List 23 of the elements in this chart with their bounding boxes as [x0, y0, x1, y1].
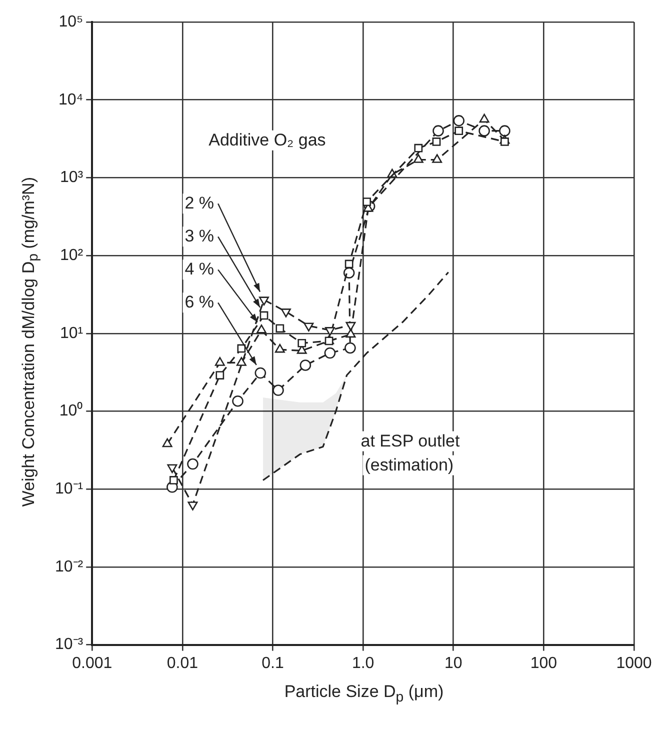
legend-title: Additive O₂ gas: [208, 130, 326, 150]
y-tick-label: 10⁻³: [55, 636, 84, 654]
y-tick-label: 10⁻²: [55, 558, 84, 576]
y-tick-label: 10⁵: [58, 13, 84, 30]
text: 6 %: [184, 292, 214, 312]
x-tick-label: 100: [530, 654, 558, 672]
x-tick-label: 0.01: [166, 654, 198, 672]
series-label: at ESP outlet (estimation): [360, 431, 460, 474]
text: 3 %: [184, 226, 214, 246]
x-tick-label: 10: [444, 654, 462, 672]
y-tick-label: 10⁻¹: [55, 480, 84, 498]
y-tick-label: 10⁰: [59, 402, 84, 420]
y-tick-label: 10²: [60, 246, 84, 264]
x-tick-label: 0.001: [72, 654, 112, 672]
x-tick-label: 1.0: [352, 654, 374, 672]
y-tick-label: 10¹: [60, 324, 84, 342]
y-tick-label: 10⁴: [58, 91, 84, 108]
y-tick-label: 10³: [60, 169, 84, 186]
text: 4 %: [184, 260, 214, 279]
x-axis-title: Particle Size D$_{p}$ (μm): [283, 682, 445, 706]
text: 2 %: [184, 194, 214, 213]
x-tick-label: 1000: [616, 654, 652, 672]
x-tick-label: 0.1: [262, 654, 284, 672]
